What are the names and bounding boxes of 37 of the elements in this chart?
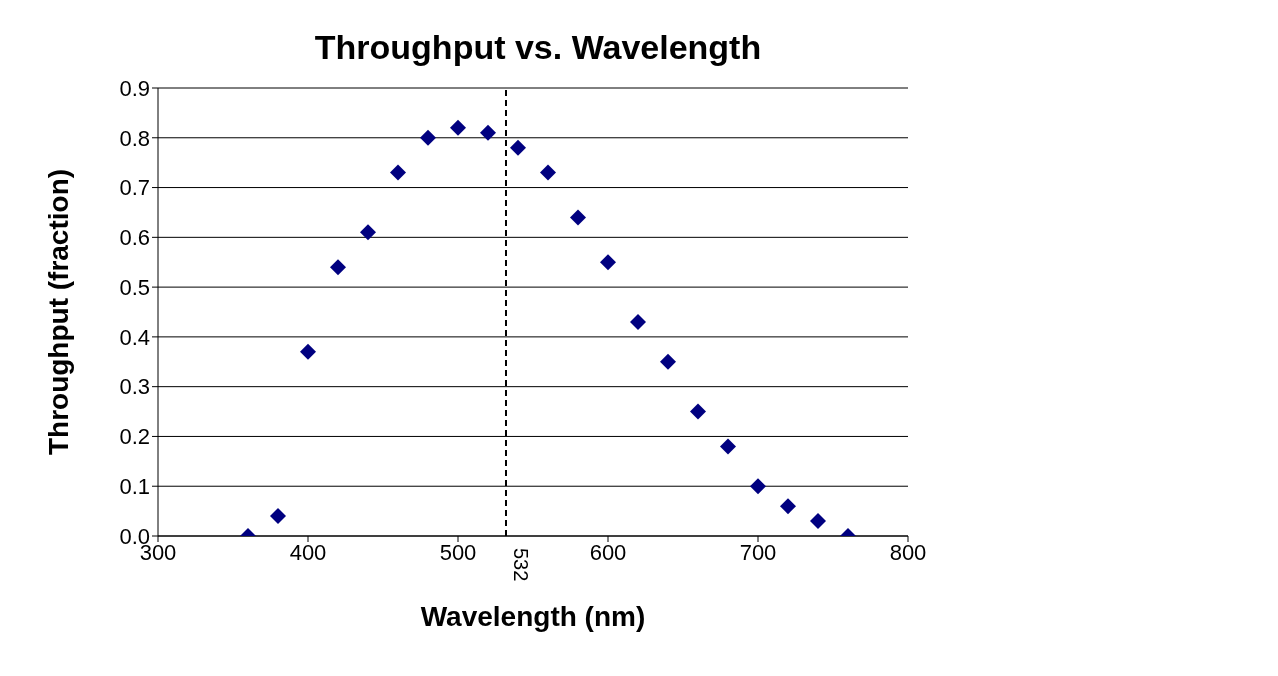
point: [420, 129, 436, 146]
point: [660, 353, 676, 370]
x-tick-label: 600: [589, 539, 627, 565]
point: [300, 343, 316, 360]
y-tick-label: 0.1: [119, 474, 150, 500]
point: [720, 438, 736, 455]
chart-title: Throughput vs. Wavelength: [313, 28, 763, 67]
y-tick-label: 0.6: [119, 225, 150, 251]
x-tick-label: 500: [439, 539, 477, 565]
point: [360, 224, 376, 241]
y-tick-label: 0.3: [119, 374, 150, 400]
point: [570, 209, 586, 226]
y-tick-label: 0.7: [119, 175, 150, 201]
point: [270, 508, 286, 525]
x-tick-label: 800: [889, 539, 927, 565]
x-axis-title: Wavelength (nm): [420, 601, 646, 632]
point: [690, 403, 706, 420]
point: [810, 513, 826, 530]
point: [390, 164, 406, 181]
y-tick-label: 0.9: [119, 75, 150, 101]
point: [540, 164, 556, 181]
point: [330, 259, 346, 276]
point: [600, 254, 616, 271]
ref-line-label: 532: [510, 548, 532, 582]
y-tick-label: 0.4: [119, 324, 150, 350]
y-tick-label: 0.5: [119, 274, 150, 300]
point: [480, 124, 496, 141]
point: [510, 139, 526, 156]
x-tick-label: 400: [289, 539, 327, 565]
point: [750, 478, 766, 495]
point: [450, 119, 466, 136]
y-tick-label: 0.2: [119, 424, 150, 450]
x-tick-label: 700: [739, 539, 777, 565]
point: [780, 498, 796, 515]
point: [630, 313, 646, 330]
y-tick-label: 0.8: [119, 125, 150, 151]
y-axis-title: Throughput (fraction): [42, 168, 74, 456]
